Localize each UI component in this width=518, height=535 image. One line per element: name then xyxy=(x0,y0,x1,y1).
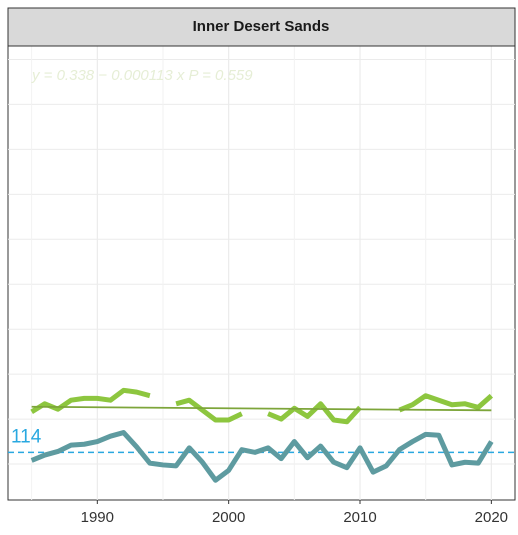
trend-line xyxy=(31,405,492,412)
series-line xyxy=(30,430,494,483)
x-tick-label: 2000 xyxy=(212,509,245,526)
equation: y = 0.338 − 0.000113 x P = 0.559 xyxy=(31,67,253,84)
x-tick-label: 1990 xyxy=(81,509,114,526)
strip xyxy=(7,7,516,47)
reference-label: 114 xyxy=(11,426,42,447)
x-tick-label: 2020 xyxy=(475,509,508,526)
chart-title: Inner Desert Sands xyxy=(193,18,330,35)
series-line xyxy=(30,387,494,425)
panel xyxy=(7,45,516,501)
x-tick-label: 2010 xyxy=(343,509,376,526)
